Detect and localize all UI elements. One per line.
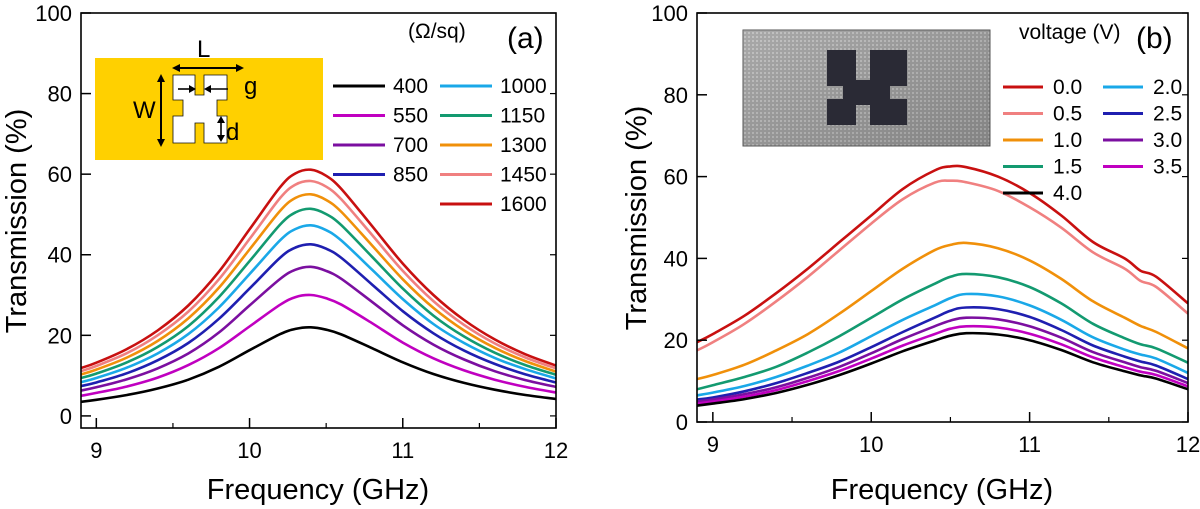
panel-b-plot-frame [696, 12, 1189, 423]
panel-a-y-tick-label: 20 [48, 323, 72, 348]
photo-cross-pattern [827, 50, 907, 125]
panel-a-legend-label-1300: 1300 [500, 134, 547, 157]
inset-l-arrow [172, 64, 244, 72]
panel-a-series-line-1150 [81, 207, 556, 380]
panel-b-legend-label-2.0: 2.0 [1153, 76, 1182, 99]
panel-a-y-tick-label: 60 [48, 162, 72, 187]
panel-b-y-tick-label: 60 [664, 165, 688, 190]
panel-b-series-line-3.0 [697, 316, 1188, 403]
panel-b-series-line-0.0 [697, 164, 1188, 344]
panel-a-legend-label-1150: 1150 [500, 105, 545, 128]
panel-b-x-tick-label: 12 [1176, 432, 1200, 457]
panel-a-legend-label-700: 700 [393, 134, 428, 157]
panel-a-series-line-1450 [81, 179, 556, 373]
panel-b-y-axis-label: Transmission (%) [621, 106, 653, 331]
panel-a-x-axis-label: Frequency (GHz) [207, 474, 429, 506]
panel-a-x-tick-label: 9 [90, 438, 102, 463]
inset-g-arrows [178, 85, 228, 93]
panel-a-x-tick-label: 11 [391, 438, 414, 463]
panel-b-series-line-2.5 [697, 306, 1188, 401]
inset-cutouts [172, 74, 228, 144]
panel-b-series-line-4.0 [697, 331, 1188, 407]
panel-b-y-tick-label: 40 [664, 246, 688, 271]
panel-a-y-tick-label: 40 [48, 243, 72, 268]
panel-b-legend-label-3.0: 3.0 [1153, 129, 1182, 152]
panel-b: 9 10 11 12 0 20 40 60 80 100 Frequency (GHz) Tran… [621, 1, 1200, 506]
panel-b-ticks: 9 10 11 12 0 20 40 60 80 100 [651, 1, 1200, 457]
panel-a-legend: 400 550 700 850 1000 1150 1300 1450 1600 [333, 75, 547, 216]
panel-b-series-line-1.0 [697, 241, 1188, 381]
panel-a-legend-title: (Ω/sq) [408, 20, 466, 43]
panel-a: 9 10 11 12 0 20 40 60 80 100 Frequency (GHz) Tran… [1, 1, 568, 506]
panel-a-series-line-1600 [81, 168, 556, 370]
panel-a-legend-label-550: 550 [393, 105, 428, 128]
panel-a-y-axis-label: Transmission (%) [1, 109, 33, 334]
panel-b-series-group [697, 164, 1188, 407]
inset-cross-cutout [172, 74, 228, 144]
inset-d-arrow [217, 116, 225, 142]
panel-b-x-tick-label: 11 [1018, 432, 1041, 457]
inset-g-label: g [244, 73, 257, 100]
panel-b-x-axis-label: Frequency (GHz) [831, 474, 1053, 506]
panel-b-legend-label-4.0: 4.0 [1053, 182, 1082, 205]
panel-b-legend-label-2.5: 2.5 [1153, 103, 1182, 126]
panel-a-series-line-850 [81, 242, 556, 388]
panel-b-y-tick-label: 20 [664, 328, 688, 353]
panel-b-legend-label-0.5: 0.5 [1053, 103, 1082, 126]
panel-a-series-group [81, 168, 556, 404]
panel-a-x-tick-label: 12 [544, 438, 568, 463]
panel-a-series-line-1000 [81, 223, 556, 384]
panel-a-series-line-400 [81, 325, 556, 404]
panel-a-legend-label-850: 850 [393, 164, 428, 187]
inset-w-label: W [133, 97, 156, 124]
panel-b-legend: 0.0 0.5 1.0 1.5 2.0 2.5 3.0 3.5 4.0 [1003, 76, 1182, 205]
panel-a-legend-label-1450: 1450 [500, 164, 547, 187]
panel-a-y-tick-label: 80 [48, 82, 72, 107]
inset-d-label: d [226, 119, 239, 146]
inset-l-label: L [197, 36, 210, 63]
panel-b-y-tick-label: 0 [676, 410, 688, 435]
panel-a-ticks: 9 10 11 12 0 20 40 60 80 100 [35, 1, 568, 463]
panel-b-legend-title: voltage (V) [1019, 21, 1121, 44]
panel-b-y-tick-label: 100 [651, 1, 688, 26]
panel-b-legend-label-1.5: 1.5 [1053, 156, 1082, 179]
inset-w-arrow [157, 74, 165, 147]
panel-b-legend-label-0.0: 0.0 [1053, 76, 1082, 99]
panel-b-series-line-3.5 [697, 324, 1188, 405]
panel-a-series-line-700 [81, 265, 556, 392]
panel-a-legend-label-400: 400 [393, 75, 428, 98]
panel-b-sample-photo-inset [742, 29, 991, 147]
panel-a-tag: (a) [507, 22, 544, 55]
panel-a-series-line-1300 [81, 192, 556, 376]
panel-a-legend-label-1600: 1600 [500, 193, 547, 216]
panel-a-unit-cell-inset: L W g d [95, 36, 323, 160]
panel-b-legend-label-1.0: 1.0 [1053, 129, 1082, 152]
panel-b-series-line-0.5 [697, 179, 1188, 352]
panel-a-series-line-550 [81, 293, 556, 398]
panel-a-plot-frame [80, 12, 557, 429]
panel-a-y-tick-label: 0 [60, 404, 72, 429]
panel-b-x-tick-label: 9 [707, 432, 719, 457]
panel-b-series-line-2.0 [697, 292, 1188, 397]
panel-b-y-tick-label: 80 [664, 83, 688, 108]
panel-b-legend-label-3.5: 3.5 [1153, 156, 1182, 179]
panel-a-x-tick-label: 10 [237, 438, 261, 463]
panel-a-legend-label-1000: 1000 [500, 75, 547, 98]
panel-b-series-line-1.5 [697, 272, 1188, 391]
panel-a-y-tick-label: 100 [35, 1, 72, 26]
panel-b-x-tick-label: 10 [859, 432, 883, 457]
panel-b-tag: (b) [1136, 22, 1173, 55]
